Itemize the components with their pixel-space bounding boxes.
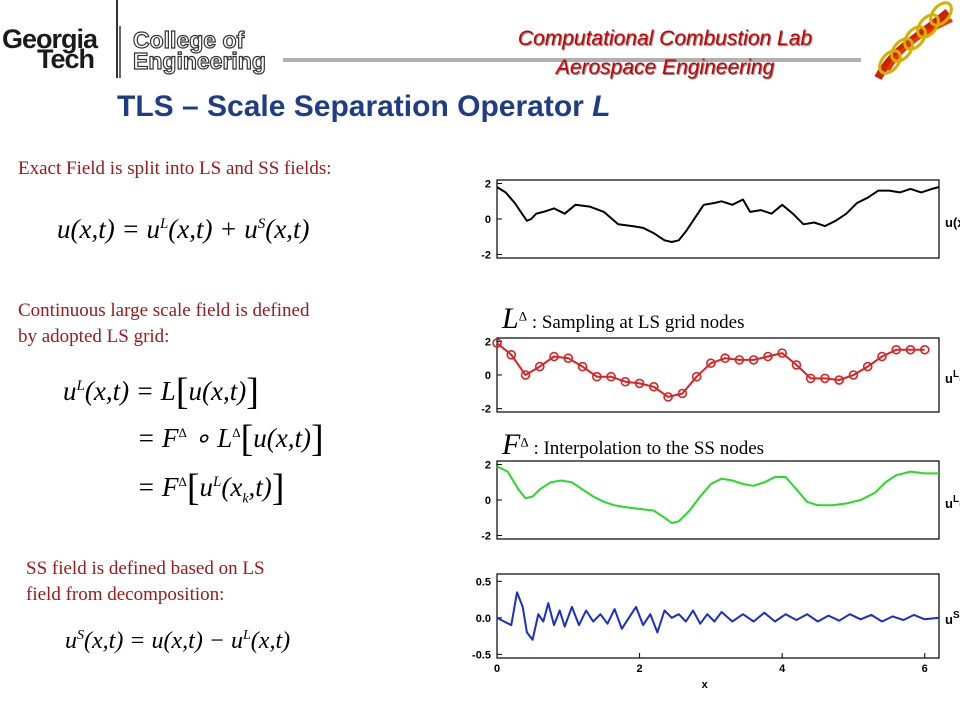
equation-ls-3: = FΔ[uL(xk,t)] [137, 467, 285, 509]
u-ytick-label: -2 [481, 249, 491, 261]
u-ytick-label: 2 [485, 179, 491, 191]
u-series-line [496, 186, 940, 243]
ul-interp-ytick-label: 0 [485, 495, 491, 507]
sampling-operator-label: LΔ : Sampling at LS grid nodes [502, 302, 745, 335]
u-ytick-label: 0 [485, 214, 491, 226]
ul-samples-point [663, 392, 673, 402]
tech-wordmark: Tech [37, 44, 95, 74]
ul-samples-point [877, 351, 887, 362]
u-frame [496, 179, 940, 259]
continuous-line2: by adopted LS grid: [18, 326, 170, 347]
ul-interp-series-line [496, 465, 939, 524]
lab-line2: Aerospace Engineering [555, 56, 775, 79]
ul-samples-point [534, 361, 545, 372]
ul-interp-ytick-label: -2 [481, 530, 491, 542]
us-ytick-label: 0.0 [476, 613, 491, 625]
ul-samples-point [677, 388, 688, 399]
ul-interp-ytick-label: 2 [485, 460, 491, 472]
equation-ls-2: = FΔ ∘ LΔ[u(x,t)] [137, 418, 324, 460]
ul-samples-ytick-label: 2 [485, 336, 491, 348]
page-title: TLS – Scale Separation Operator L [117, 90, 611, 123]
ul-samples-point [520, 370, 531, 380]
ul-samples-point [649, 381, 659, 392]
ul-samples-ytick-label: 0 [485, 370, 491, 382]
us-series-line [496, 591, 940, 641]
us-xtick-label: 0 [494, 663, 500, 675]
ul-samples-point [549, 351, 559, 362]
ul-samples-point [620, 376, 631, 387]
ul-samples-frame [496, 337, 940, 413]
ul-samples-point [777, 348, 787, 358]
chart-ul-samples: -2 0 2 uL(xk) [481, 336, 960, 415]
us-ytick-label: 0.5 [476, 576, 491, 588]
logo-divider-icon [116, 0, 121, 78]
ul-samples-point [791, 360, 802, 370]
equation-ss: uS(x,t) = u(x,t) − uL(x,t) [65, 628, 291, 654]
ul-samples-point [805, 373, 816, 384]
chart-us: -0.5 0.0 0.5 0 2 4 6 x uS(x) [472, 573, 960, 691]
ul-samples-point [606, 371, 616, 382]
ul-interp-ylabel: uL(x) [945, 494, 960, 511]
ss-field-line1: SS field is defined based on LS [26, 558, 265, 579]
chart-us-plot: -0.5 0.0 0.5 0 2 4 6 x uS(x) [472, 573, 960, 691]
chart-ul-samples-plot: -2 0 2 uL(xk) [481, 336, 960, 415]
ul-samples-point [763, 351, 773, 362]
continuous-line1: Continuous large scale field is defined [18, 300, 310, 321]
ul-samples-point [506, 350, 517, 360]
us-xlabel: x [702, 679, 709, 691]
interp-operator-label: FΔ : Interpolation to the SS nodes [502, 428, 765, 461]
equation-decomposition: u(x,t) = uL(x,t) + uS(x,t) [57, 214, 310, 244]
ul-samples-point [848, 370, 859, 380]
u-ylabel: u(x) [945, 215, 960, 230]
us-ylabel: uS(x) [945, 610, 960, 627]
header-rule [283, 58, 861, 62]
exact-field-text: Exact Field is split into LS and SS fiel… [18, 158, 332, 179]
ul-interp-frame [496, 460, 940, 540]
ul-samples-point [834, 375, 844, 385]
ss-field-text: SS field is defined based on LS field fr… [26, 556, 265, 608]
ul-samples-point [577, 361, 588, 372]
ul-samples-point [734, 355, 745, 365]
ul-samples-point [820, 373, 830, 384]
ul-samples-series-line [496, 342, 925, 398]
us-xtick-label: 4 [779, 663, 786, 675]
chart-ul-interp-plot: -2 0 2 uL(x) [481, 460, 960, 543]
lab-name: Computational Combustion Lab Aerospace E… [470, 24, 860, 82]
ul-samples-point [720, 353, 730, 363]
georgia-wordmark: Georgia [2, 24, 98, 54]
ul-samples-point [706, 358, 716, 369]
equation-ls-1: uL(x,t) = L[u(x,t)] [63, 371, 259, 413]
chart-u-plot: -2 0 2 u(x) [481, 179, 960, 262]
chart-u: -2 0 2 u(x) [481, 179, 960, 262]
ul-samples-point [862, 361, 873, 372]
ss-field-line2: field from decomposition: [26, 584, 225, 605]
chart-ul-interp: -2 0 2 uL(x) [481, 460, 960, 543]
lab-line1: Computational Combustion Lab [517, 27, 813, 50]
ul-samples-ylabel: uL(xk) [945, 369, 960, 390]
ul-samples-ytick-label: -2 [481, 404, 491, 416]
ul-samples-point [891, 344, 902, 355]
us-ytick-label: -0.5 [472, 649, 491, 661]
ul-samples-point [919, 344, 930, 355]
college-line2: Engineering [132, 48, 266, 74]
ul-samples-point [592, 371, 602, 382]
us-xtick-label: 6 [922, 663, 928, 675]
us-frame [496, 573, 940, 659]
college-line1: College of [132, 27, 245, 53]
ul-samples-point [748, 355, 759, 365]
ul-samples-point [563, 353, 574, 363]
ul-samples-point [634, 378, 645, 389]
ul-samples-point [691, 371, 702, 382]
ul-samples-point [492, 338, 502, 348]
flame-helix-icon [874, 1, 953, 80]
ul-samples-point [905, 344, 916, 355]
continuous-text: Continuous large scale field is defined … [18, 298, 309, 350]
us-xtick-label: 2 [637, 663, 643, 675]
